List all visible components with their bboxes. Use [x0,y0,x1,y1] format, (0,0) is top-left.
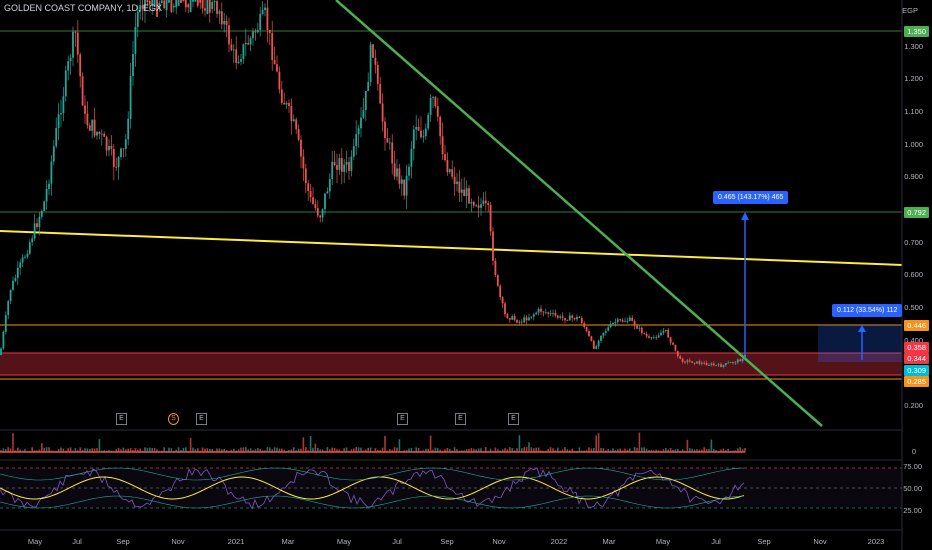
time-tick: Sep [757,537,771,546]
price-badge: 0.309 [904,365,929,376]
price-tick: 1.200 [904,74,923,83]
price-tick: 0.200 [904,401,923,410]
event-marker-earnings[interactable]: E [397,413,408,425]
price-badge: 0.358 [904,342,929,353]
measure-label-2[interactable]: 0.112 (33.54%) 112 [832,304,903,317]
price-tick: 0.600 [904,270,923,279]
chart-title: GOLDEN COAST COMPANY, 1D, EGX [4,3,163,13]
time-tick: Nov [492,537,506,546]
price-tick: 1.000 [904,140,923,149]
price-badge: 1.350 [904,26,929,37]
time-tick: Sep [440,537,454,546]
currency-label: EGP [902,6,918,15]
price-tick: 0.700 [904,238,923,247]
rsi-lines [0,467,745,510]
event-marker-split[interactable]: S [168,413,179,425]
event-marker-earnings[interactable]: E [116,413,127,425]
time-tick: May [655,537,671,546]
rsi-tick-50: 50.00 [903,484,922,493]
rsi-tick-25: 25.00 [903,506,922,515]
time-tick: 2022 [550,537,568,546]
time-tick: Jul [392,537,402,546]
support-zone[interactable] [0,353,902,375]
time-tick: Jul [72,537,82,546]
time-tick: May [27,537,43,546]
volume-axis-label: 0 [911,447,916,456]
price-tick: 0.400 [904,336,923,345]
time-tick: Mar [602,537,616,546]
price-badge: 0.344 [904,353,929,364]
time-tick: Mar [281,537,295,546]
yellow-trendline[interactable] [0,230,903,266]
time-tick: Jul [711,537,721,546]
event-marker-earnings[interactable]: E [455,413,466,425]
price-badge: 0.446 [904,320,929,331]
price-tick: 1.300 [904,42,923,51]
time-tick: 2023 [867,537,885,546]
green-trendline[interactable] [335,0,823,427]
price-tick: 1.100 [904,107,923,116]
price-tick: 0.500 [904,303,923,312]
measure-label-1[interactable]: 0.465 (143.17%) 465 [713,191,789,204]
time-tick: May [336,537,352,546]
rsi-tick-75: 75.00 [903,462,922,471]
time-tick: Sep [116,537,130,546]
event-marker-earnings[interactable]: E [196,413,207,425]
price-badge: 0.792 [904,207,929,218]
time-tick: Nov [813,537,827,546]
candlestick-series [0,0,746,369]
time-tick: 2021 [227,537,245,546]
price-tick: 0.900 [904,172,923,181]
time-tick: Nov [171,537,185,546]
event-marker-earnings[interactable]: E [508,413,519,425]
price-badge: 0.285 [904,376,929,387]
